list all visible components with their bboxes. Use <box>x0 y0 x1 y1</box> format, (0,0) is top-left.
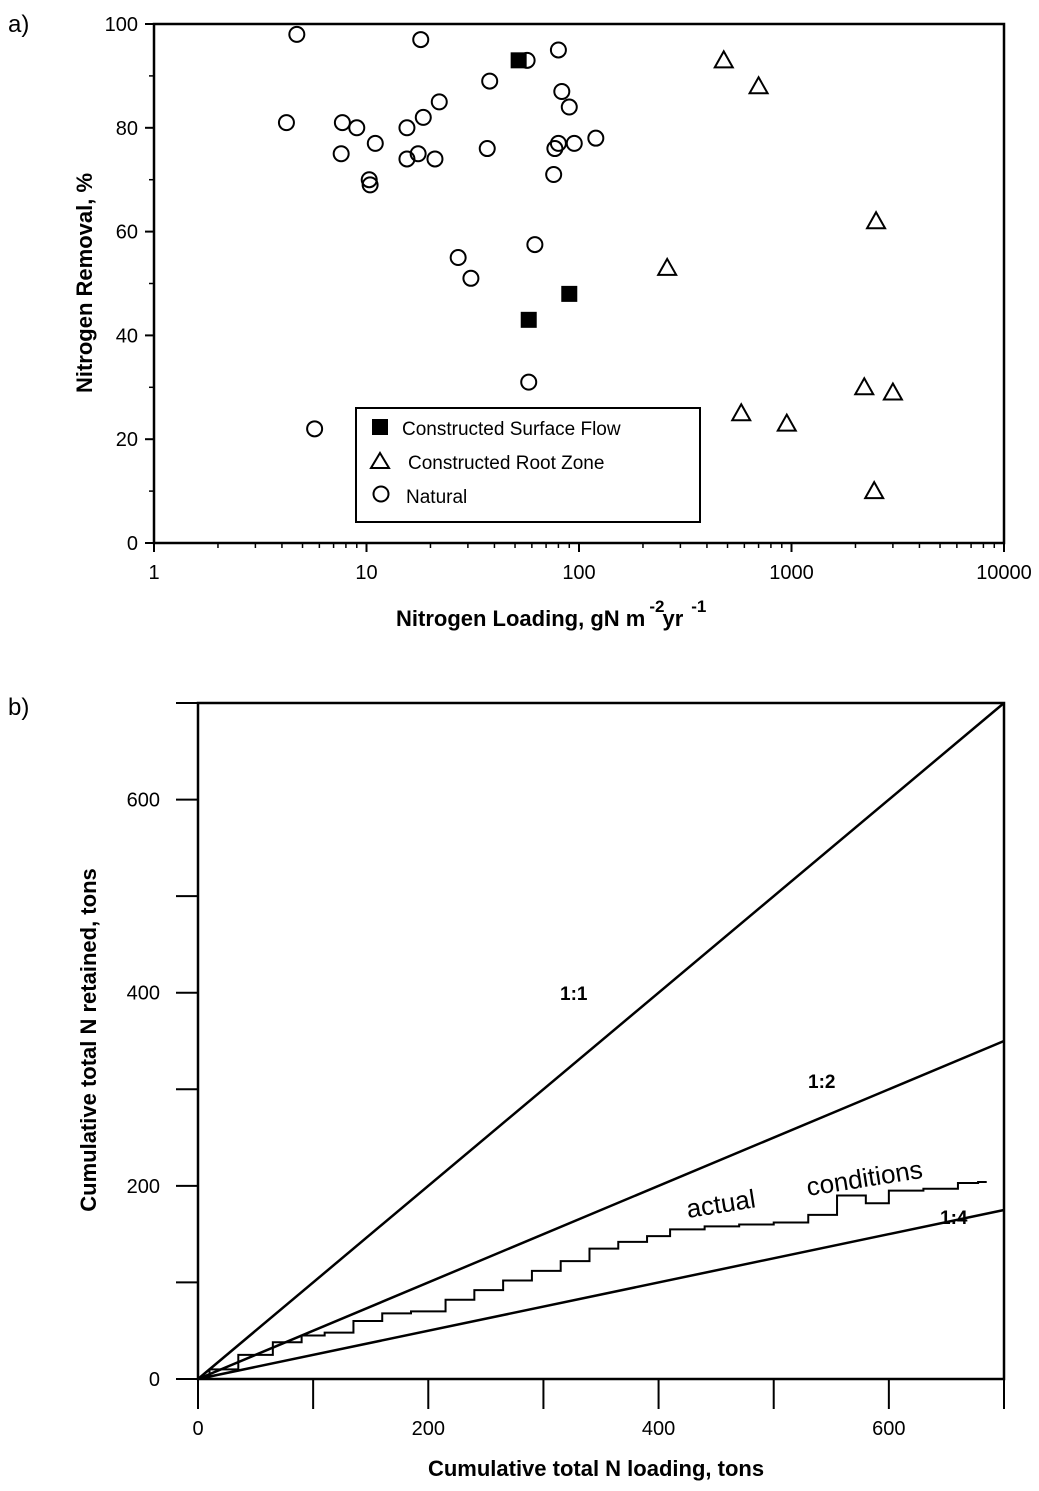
legend-triangle-marker <box>369 451 391 469</box>
panel-b-y-axis-title: Cumulative total N retained, tons <box>76 868 101 1212</box>
x-title-mid: yr <box>662 606 683 631</box>
panel-a-legend: Constructed Surface Flow Constructed Roo… <box>355 407 701 523</box>
natural-point <box>587 129 605 147</box>
panel-a-y-ticks: 0 20 40 60 80 100 <box>105 14 154 555</box>
natural-point <box>560 98 578 116</box>
natural-point <box>430 93 448 111</box>
legend-label-natural: Natural <box>406 487 467 508</box>
y-tick-label: 40 <box>116 325 138 347</box>
actual-conditions-line <box>198 1180 987 1380</box>
root-zone-point <box>730 402 752 422</box>
x-tick-label: 10000 <box>976 562 1032 584</box>
panel-b-x-ticks: 0 200 400 600 <box>192 1379 1005 1440</box>
natural-point <box>549 134 567 152</box>
panel-b-label: b) <box>8 694 29 721</box>
natural-point <box>565 134 583 152</box>
legend-circle-marker <box>372 485 390 503</box>
y-tick-label: 200 <box>127 1176 160 1198</box>
x-tick-label: 200 <box>412 1418 445 1440</box>
natural-point <box>546 140 564 158</box>
y-tick-label: 60 <box>116 222 138 244</box>
panel-a-y-axis-title: Nitrogen Removal, % <box>72 173 97 393</box>
label-actual: actual <box>684 1183 757 1223</box>
root-zone-point <box>747 75 770 95</box>
reference-line <box>197 702 1005 1380</box>
natural-point <box>332 145 350 163</box>
natural-point <box>409 145 427 163</box>
natural-point <box>348 119 366 137</box>
natural-point <box>526 236 544 254</box>
natural-point <box>412 31 430 49</box>
panel-a-x-ticks: 1 10 100 1000 10000 <box>148 543 1032 584</box>
x-tick-label: 10 <box>355 562 377 584</box>
x-tick-label: 1 <box>148 562 159 584</box>
x-title-main: Nitrogen Loading, gN m <box>396 606 645 631</box>
root-zone-point <box>863 480 885 500</box>
x-tick-label: 0 <box>192 1418 203 1440</box>
panel-a-label: a) <box>8 11 29 38</box>
label-1-4: 1:4 <box>940 1208 968 1229</box>
x-tick-label: 600 <box>872 1418 905 1440</box>
natural-point <box>414 108 432 126</box>
natural-point <box>398 150 416 168</box>
root-zone-point <box>713 49 735 69</box>
root-zone-point <box>865 210 887 230</box>
natural-point <box>306 420 324 438</box>
y-tick-label: 0 <box>127 533 138 555</box>
y-tick-label: 600 <box>127 790 160 812</box>
x-tick-label: 100 <box>562 562 595 584</box>
label-1-2: 1:2 <box>808 1072 835 1093</box>
natural-point <box>288 25 306 43</box>
natural-point <box>553 82 571 100</box>
y-tick-label: 100 <box>105 14 138 36</box>
root-zone-point <box>776 412 798 432</box>
natural-point <box>449 249 467 267</box>
surface-flow-point <box>520 311 537 328</box>
reference-line <box>197 1208 1005 1381</box>
natural-point <box>481 72 499 90</box>
root-zone-point <box>656 256 678 276</box>
y-tick-label: 400 <box>127 983 160 1005</box>
natural-point <box>426 150 444 168</box>
legend-label-root-zone: Constructed Root Zone <box>408 453 604 474</box>
natural-point <box>518 51 536 69</box>
root-zone-point <box>853 376 875 396</box>
panel-b: 0 200 400 600 0 200 400 600 Cumulative total N… <box>76 701 1006 1481</box>
x-tick-label: 1000 <box>769 562 814 584</box>
natural-point <box>549 41 567 59</box>
x-tick-label: 400 <box>642 1418 675 1440</box>
y-tick-label: 0 <box>149 1369 160 1391</box>
root-zone-point <box>882 381 904 401</box>
panel-a: 1 10 100 1000 10000 0 20 40 60 80 100 Nitrogen Re… <box>72 14 1032 631</box>
legend-box <box>355 407 701 523</box>
natural-point <box>333 114 351 132</box>
natural-point <box>462 269 480 287</box>
natural-point <box>520 373 538 391</box>
surface-flow-point <box>561 285 578 302</box>
reference-line <box>197 1039 1005 1381</box>
natural-point <box>277 114 295 132</box>
natural-point <box>398 119 416 137</box>
natural-point <box>361 176 379 194</box>
panel-b-x-axis-title: Cumulative total N loading, tons <box>428 1456 764 1481</box>
panel-b-y-ticks: 0 200 400 600 <box>127 702 198 1391</box>
legend-label-surface-flow: Constructed Surface Flow <box>402 419 621 440</box>
y-tick-label: 20 <box>116 429 138 451</box>
x-title-sup1: -2 <box>649 597 664 616</box>
panel-b-lines <box>197 702 1005 1381</box>
y-tick-label: 80 <box>116 118 138 140</box>
natural-point <box>478 140 496 158</box>
label-1-1: 1:1 <box>560 984 588 1005</box>
panel-a-points <box>277 25 904 500</box>
x-title-sup2: -1 <box>691 597 706 616</box>
legend-square-marker <box>372 419 388 435</box>
panel-a-x-axis-title: Nitrogen Loading, gN m -2yr -1 <box>396 597 706 631</box>
natural-point <box>366 134 384 152</box>
natural-point <box>545 166 563 184</box>
